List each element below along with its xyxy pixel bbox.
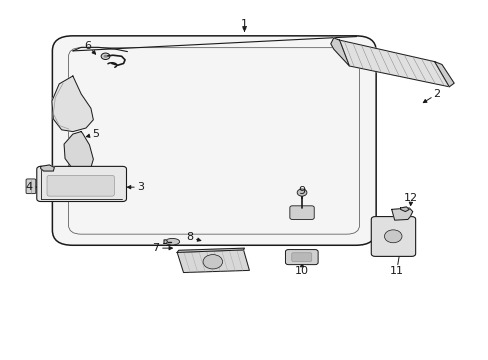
Text: 1: 1: [241, 19, 247, 29]
Text: 11: 11: [389, 266, 403, 276]
Polygon shape: [339, 40, 448, 87]
Polygon shape: [163, 240, 167, 243]
Text: 12: 12: [404, 193, 417, 203]
FancyBboxPatch shape: [37, 166, 126, 202]
FancyBboxPatch shape: [370, 217, 415, 256]
Polygon shape: [330, 38, 348, 66]
Polygon shape: [52, 76, 93, 132]
Polygon shape: [41, 165, 54, 171]
Text: 4: 4: [25, 182, 33, 192]
Text: 2: 2: [433, 89, 440, 99]
Circle shape: [203, 255, 222, 269]
Text: 6: 6: [84, 41, 91, 50]
Polygon shape: [64, 132, 93, 171]
Text: 10: 10: [294, 266, 308, 276]
Polygon shape: [177, 248, 244, 252]
Text: 7: 7: [152, 243, 159, 253]
Circle shape: [297, 189, 306, 196]
Text: 5: 5: [92, 129, 99, 139]
FancyBboxPatch shape: [285, 249, 318, 265]
Ellipse shape: [164, 238, 179, 245]
Text: 9: 9: [298, 186, 305, 197]
FancyBboxPatch shape: [52, 36, 375, 245]
FancyBboxPatch shape: [26, 179, 36, 194]
FancyBboxPatch shape: [289, 206, 314, 220]
Polygon shape: [400, 207, 408, 212]
FancyBboxPatch shape: [47, 175, 114, 196]
Text: 3: 3: [137, 182, 144, 192]
Circle shape: [101, 53, 110, 59]
Polygon shape: [434, 62, 453, 87]
Circle shape: [103, 55, 107, 58]
Polygon shape: [391, 208, 412, 220]
FancyBboxPatch shape: [291, 253, 311, 261]
Polygon shape: [177, 250, 249, 273]
Text: 8: 8: [186, 232, 193, 242]
Circle shape: [384, 230, 401, 243]
